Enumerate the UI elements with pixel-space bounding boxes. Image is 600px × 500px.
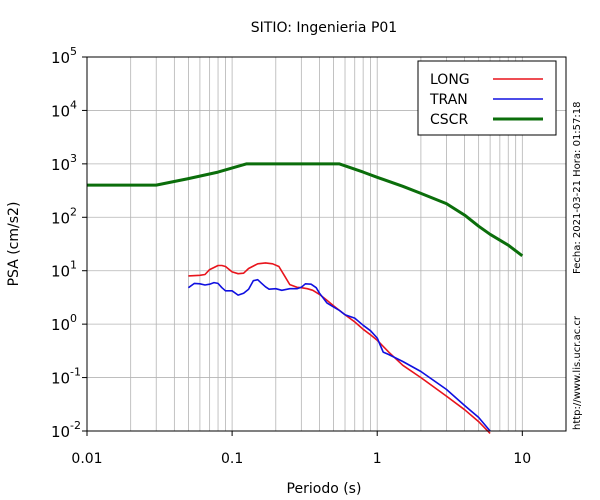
legend-box: [417, 60, 557, 136]
x-tick-label: 0.1: [221, 451, 243, 467]
legend-item-long: LONG: [430, 72, 543, 88]
legend-label: TRAN: [429, 92, 468, 108]
legend: LONG TRAN CSCR: [417, 60, 557, 136]
y-tick-label: 10 5: [51, 45, 77, 67]
y-tick-exponent: 1: [70, 259, 77, 272]
x-tick-label: 0.01: [71, 451, 102, 467]
y-tick-label: 10 -2: [51, 419, 81, 441]
y-tick-label: 10 4: [51, 98, 77, 120]
y-tick-base: 10: [51, 102, 70, 120]
y-axis-label: PSA (cm/s2): [6, 202, 22, 287]
timestamp-label: Fecha: 2021-03-21 Hora: 01:57:18: [572, 102, 583, 275]
y-tick-exponent: 2: [70, 205, 77, 218]
legend-label: LONG: [430, 72, 470, 88]
plot-frame: [86, 56, 567, 432]
y-tick-base: 10: [51, 370, 70, 388]
source-url-label: http://www.lis.ucr.ac.cr: [572, 315, 583, 430]
y-tick-label: 10 3: [51, 152, 77, 174]
y-tick-base: 10: [51, 263, 70, 281]
y-tick-exponent: -2: [70, 419, 81, 432]
series-line-tran: [187, 278, 491, 432]
y-tick-label: 10 2: [51, 205, 77, 227]
y-tick-base: 10: [51, 156, 70, 174]
y-tick-exponent: -1: [70, 366, 81, 379]
x-axis-label: Periodo (s): [287, 481, 362, 497]
x-tick-label: 1: [373, 451, 382, 467]
series-line-cscr: [87, 162, 524, 257]
y-tick-exponent: 0: [70, 312, 77, 325]
y-tick-base: 10: [51, 423, 70, 441]
y-tick-exponent: 5: [70, 45, 77, 58]
y-tick-exponent: 3: [70, 152, 77, 165]
y-tick-label: 10 -1: [51, 366, 81, 388]
y-tick-base: 10: [51, 316, 70, 334]
y-tick-exponent: 4: [70, 98, 77, 111]
x-axis-ticks: 0.01 0.1 1 10: [71, 431, 531, 467]
legend-item-tran: TRAN: [429, 92, 543, 108]
y-tick-label: 10 0: [51, 312, 77, 334]
legend-item-cscr: CSCR: [430, 112, 543, 128]
series-line-long: [188, 262, 491, 434]
series-lines: [87, 162, 524, 434]
chart-title: SITIO: Ingenieria P01: [251, 20, 397, 36]
x-tick-label: 10: [513, 451, 531, 467]
y-tick-base: 10: [51, 49, 70, 67]
y-tick-label: 10 1: [51, 259, 77, 281]
y-tick-base: 10: [51, 209, 70, 227]
legend-items: LONG TRAN CSCR: [429, 72, 543, 128]
legend-label: CSCR: [430, 112, 468, 128]
